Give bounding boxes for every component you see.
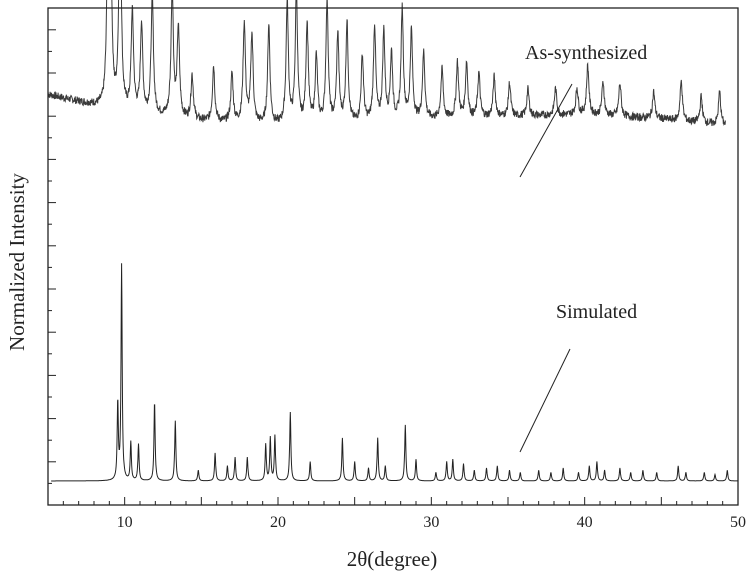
x-tick-label: 50 [730, 514, 746, 531]
x-tick-label: 40 [577, 514, 593, 531]
x-tick-label: 30 [423, 514, 439, 531]
y-axis-title: Normalized Intensity [5, 173, 29, 351]
series-lines [48, 0, 738, 481]
x-axis-title: 2θ(degree) [347, 547, 438, 571]
x-tick-label: 10 [117, 514, 133, 531]
x-tick-label: 20 [270, 514, 286, 531]
series-pointer-simulated [520, 349, 570, 452]
series-line-simulated [51, 263, 738, 481]
series-pointer-as-synthesized [520, 84, 572, 177]
series-label-as-synthesized: As-synthesized [525, 42, 647, 64]
series-label-simulated: Simulated [556, 301, 637, 323]
x-ticks: 10 20 30 40 50 [63, 497, 746, 531]
